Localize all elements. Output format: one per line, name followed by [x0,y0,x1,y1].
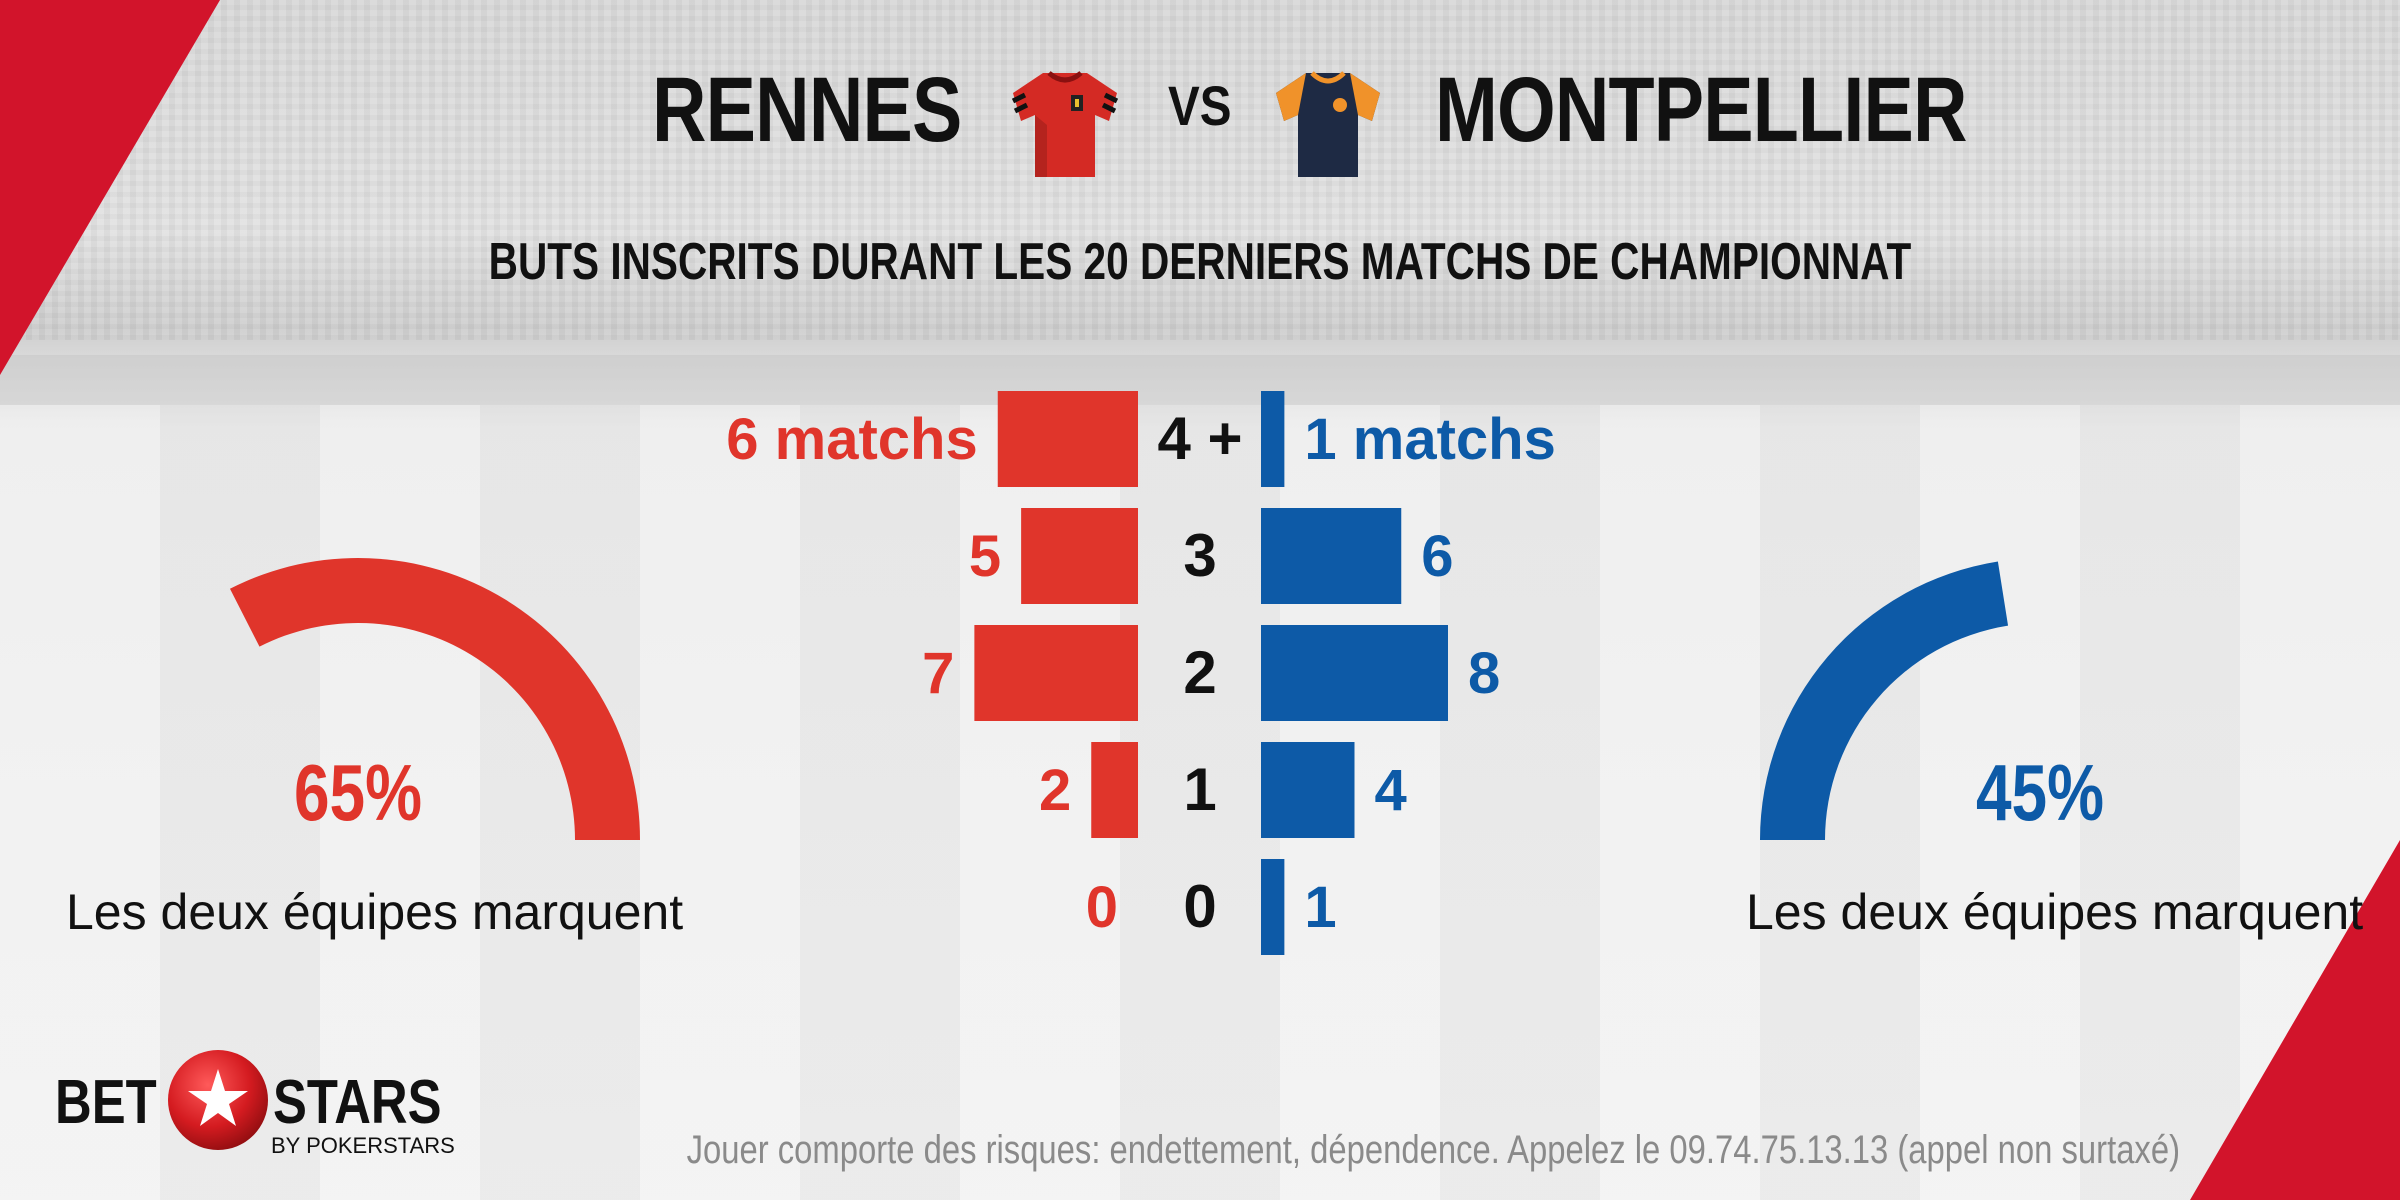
logo-subtitle: BY POKERSTARS [271,1133,455,1158]
pitch-background [0,405,2400,1200]
category-label: 4 + [1157,405,1242,472]
away-bar [1261,625,1448,721]
home-bar [974,625,1138,721]
home-gauge-arc [229,558,641,840]
top-left-red-corner [0,0,220,375]
away-bar-label: 8 [1468,641,1500,706]
chart-subtitle: BUTS INSCRITS DURANT LES 20 DERNIERS MAT… [488,233,1912,291]
away-team-name: MONTPELLIER [1435,59,1967,161]
home-bar-label: 0 [1086,875,1118,940]
away-bar [1261,859,1285,955]
logo-stars-text: STARS [273,1068,442,1137]
betstars-logo: BET STARS BY POKERSTARS [55,1040,455,1160]
home-bar [1021,508,1138,604]
star-ball-icon [168,1050,268,1150]
category-label: 0 [1183,873,1216,940]
stadium-crowd-background [0,0,2400,340]
home-bar-label: 7 [922,641,954,706]
home-bar [997,391,1138,487]
away-bar [1261,508,1402,604]
home-bar-label: 2 [1039,758,1071,823]
home-bar [1091,742,1138,838]
away-bar-label: 6 [1421,524,1453,589]
match-title: RENNES VS MONTPELLIER [0,55,2400,177]
away-bar-label: 1 matchs [1304,407,1555,472]
category-label: 2 [1183,639,1216,706]
home-gauge-percent: 65% [293,748,423,837]
home-team-name: RENNES [652,59,962,161]
home-bar-label: 6 matchs [726,407,977,472]
home-bar-label: 5 [969,524,1001,589]
away-gauge-arc [1760,561,2009,840]
away-gauge-percent: 45% [1975,748,2105,837]
category-label: 1 [1183,756,1216,823]
versus-label: VS [1168,74,1232,137]
category-label: 3 [1183,522,1216,589]
advertising-boards-background [0,355,2400,405]
away-bar [1261,391,1285,487]
home-jersey-icon [1011,71,1119,177]
logo-bet-text: BET [55,1068,157,1137]
bottom-right-red-corner [2190,840,2400,1200]
away-jersey-icon [1276,71,1380,177]
home-gauge-caption: Les deux équipes marquent [66,884,684,940]
away-gauge-caption: Les deux équipes marquent [1746,884,2364,940]
away-bar [1261,742,1355,838]
away-bar-label: 4 [1375,758,1407,823]
gambling-disclaimer: Jouer comporte des risques: endettement,… [686,1128,2180,1172]
away-bar-label: 1 [1304,875,1336,940]
